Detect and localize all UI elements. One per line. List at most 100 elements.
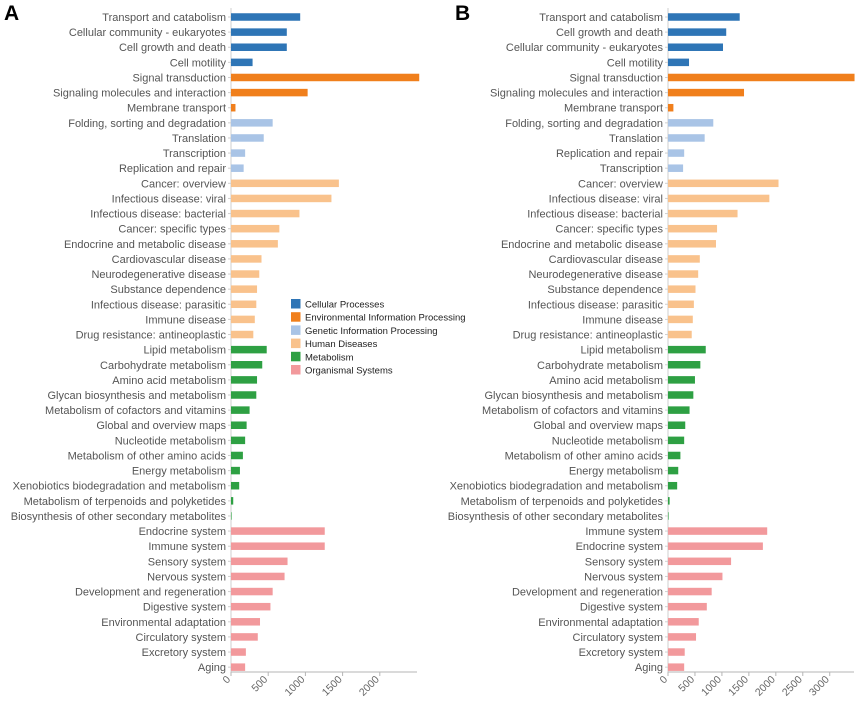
- category-label: Glycan biosynthesis and metabolism: [484, 390, 663, 402]
- legend-swatch: [291, 365, 301, 375]
- panel-label-b: B: [455, 2, 470, 25]
- category-label: Cell motility: [607, 57, 664, 69]
- bar: [231, 179, 339, 188]
- bar: [231, 73, 420, 82]
- bar: [668, 73, 855, 82]
- category-label: Global and overview maps: [533, 420, 663, 432]
- bar: [231, 618, 261, 626]
- category-label: Neurodegenerative disease: [91, 269, 226, 281]
- category-label: Digestive system: [580, 602, 663, 614]
- bar: [231, 527, 325, 535]
- bar: [231, 224, 280, 233]
- bar: [668, 270, 699, 278]
- bar: [668, 134, 705, 142]
- bar: [231, 451, 243, 460]
- bar: [231, 587, 273, 596]
- category-label: Cancer: specific types: [118, 224, 226, 236]
- bar: [231, 361, 263, 369]
- bar: [668, 103, 674, 112]
- category-label: Excretory system: [142, 647, 226, 659]
- x-tick-label: 1000: [283, 674, 308, 699]
- category-label: Sensory system: [148, 556, 226, 568]
- category-label: Immune system: [585, 526, 663, 538]
- bar: [668, 361, 701, 369]
- category-label: Cancer: overview: [141, 178, 226, 190]
- bar: [231, 391, 257, 399]
- bar: [668, 497, 670, 505]
- bar: [668, 194, 770, 203]
- legend-entry: Genetic Information Processing: [305, 326, 438, 337]
- bar: [231, 134, 264, 142]
- bar: [231, 209, 300, 218]
- bar: [668, 406, 690, 414]
- category-label: Metabolism of other amino acids: [68, 450, 227, 462]
- category-label: Biosynthesis of other secondary metaboli…: [11, 511, 227, 523]
- category-label: Environmental adaptation: [538, 617, 663, 629]
- bar: [231, 466, 240, 475]
- bar: [231, 315, 255, 324]
- category-label: Environmental adaptation: [101, 617, 226, 629]
- legend-entry: Human Diseases: [305, 339, 378, 350]
- bar: [668, 179, 779, 188]
- category-label: Lipid metabolism: [143, 345, 226, 357]
- bar: [668, 240, 716, 248]
- category-label: Carbohydrate metabolism: [537, 360, 663, 372]
- bar: [668, 451, 681, 460]
- bar: [231, 648, 246, 656]
- category-label: Carbohydrate metabolism: [100, 360, 226, 372]
- bar: [231, 512, 232, 520]
- category-label: Infectious disease: viral: [112, 193, 226, 205]
- category-label: Glycan biosynthesis and metabolism: [47, 390, 226, 402]
- x-tick-label: 1000: [699, 674, 724, 699]
- bar: [231, 602, 271, 611]
- category-label: Immune disease: [145, 314, 226, 326]
- category-label: Drug resistance: antineoplastic: [513, 330, 664, 342]
- bar: [668, 663, 685, 671]
- bar: [231, 345, 267, 354]
- category-label: Infectious disease: bacterial: [90, 209, 226, 221]
- category-label: Infectious disease: viral: [549, 193, 663, 205]
- bar: [231, 633, 258, 641]
- bar: [231, 88, 308, 97]
- bar: [668, 648, 685, 656]
- bar: [668, 28, 727, 36]
- bar: [668, 436, 685, 445]
- x-tick-label: 2000: [357, 674, 382, 699]
- category-label: Transcription: [163, 148, 226, 160]
- bar: [668, 481, 678, 490]
- category-label: Neurodegenerative disease: [528, 269, 663, 281]
- bar: [668, 285, 696, 293]
- bar: [231, 481, 240, 490]
- category-label: Endocrine system: [576, 541, 663, 553]
- category-label: Infectious disease: parasitic: [528, 299, 664, 311]
- category-label: Metabolism of terpenoids and polyketides: [24, 496, 227, 508]
- panel-label-a: A: [4, 2, 19, 25]
- category-label: Membrane transport: [564, 103, 663, 115]
- bar: [668, 421, 686, 429]
- category-label: Xenobiotics biodegradation and metabolis…: [13, 481, 226, 493]
- bar: [231, 194, 332, 203]
- category-label: Development and regeneration: [512, 587, 663, 599]
- x-tick-label: 2500: [780, 674, 805, 699]
- category-label: Substance dependence: [110, 284, 226, 296]
- category-label: Circulatory system: [136, 632, 226, 644]
- category-label: Translation: [172, 133, 226, 145]
- bar: [231, 572, 285, 581]
- bar: [231, 300, 257, 309]
- bar: [231, 663, 246, 671]
- bar: [668, 58, 690, 67]
- bar: [668, 224, 718, 233]
- bar: [231, 497, 234, 505]
- bar: [668, 633, 697, 641]
- category-label: Nucleotide metabolism: [115, 435, 226, 447]
- legend-swatch: [291, 325, 301, 335]
- category-label: Cell growth and death: [119, 42, 226, 54]
- category-label: Nervous system: [584, 571, 663, 583]
- bar: [231, 103, 236, 112]
- bar: [668, 13, 740, 21]
- category-label: Infectious disease: parasitic: [91, 299, 227, 311]
- bar: [231, 28, 287, 36]
- bar: [231, 406, 250, 414]
- category-label: Global and overview maps: [96, 420, 226, 432]
- category-label: Biosynthesis of other secondary metaboli…: [448, 511, 664, 523]
